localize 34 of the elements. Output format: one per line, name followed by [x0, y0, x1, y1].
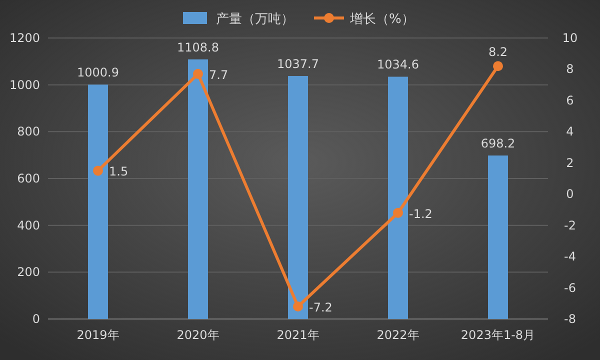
y2-tick-label: 0	[566, 187, 574, 202]
data-label: 698.2	[480, 136, 516, 151]
y-tick-label: 400	[17, 218, 40, 232]
data-label: 1108.8	[177, 40, 219, 54]
data-label: 1037.7	[277, 57, 319, 72]
data-label: 1.5	[109, 164, 128, 179]
x-tick-label: 2023年1-8月	[460, 328, 536, 342]
y2-tick-label: 8	[566, 62, 574, 76]
y2-tick-label: 4	[566, 124, 574, 139]
x-tick-label: 2022年	[376, 328, 420, 342]
data-label: -7.2	[309, 300, 332, 315]
legend-label: 增长（%）	[349, 12, 414, 27]
y2-tick-label: -4	[564, 250, 576, 264]
y2-tick-label: 6	[566, 93, 574, 108]
y-tick-label: 600	[17, 172, 40, 186]
y2-tick-label: 10	[562, 31, 578, 45]
x-tick-label: 2020年	[176, 328, 220, 342]
data-label: 1034.6	[377, 58, 419, 72]
y-tick-label: 200	[17, 265, 40, 280]
data-label: -1.2	[409, 206, 432, 221]
y-tick-label: 800	[17, 124, 40, 139]
x-tick-label: 2019年	[76, 328, 120, 342]
data-label: 8.2	[488, 45, 508, 60]
y2-tick-label: -2	[564, 218, 576, 232]
x-tick-label: 2021年	[276, 328, 320, 342]
legend-label: 产量（万吨）	[216, 12, 294, 27]
y-tick-label: 0	[32, 312, 40, 326]
y2-tick-label: -8	[564, 312, 576, 326]
y2-tick-label: 2	[566, 156, 574, 170]
y-tick-label: 1200	[9, 31, 40, 45]
y2-tick-label: -6	[564, 280, 576, 295]
data-label: 7.7	[209, 68, 228, 82]
data-label: 1000.9	[77, 66, 119, 80]
y-tick-label: 1000	[9, 78, 40, 92]
